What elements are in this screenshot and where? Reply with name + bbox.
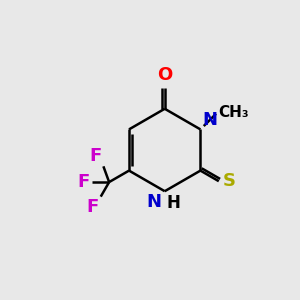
Text: F: F xyxy=(86,198,98,216)
Text: F: F xyxy=(89,147,101,165)
Text: F: F xyxy=(77,173,89,191)
Text: O: O xyxy=(157,66,172,84)
Text: N: N xyxy=(147,193,162,211)
Text: S: S xyxy=(222,172,235,190)
Text: N: N xyxy=(202,110,217,128)
Text: H: H xyxy=(166,194,180,212)
Text: CH₃: CH₃ xyxy=(218,105,249,120)
